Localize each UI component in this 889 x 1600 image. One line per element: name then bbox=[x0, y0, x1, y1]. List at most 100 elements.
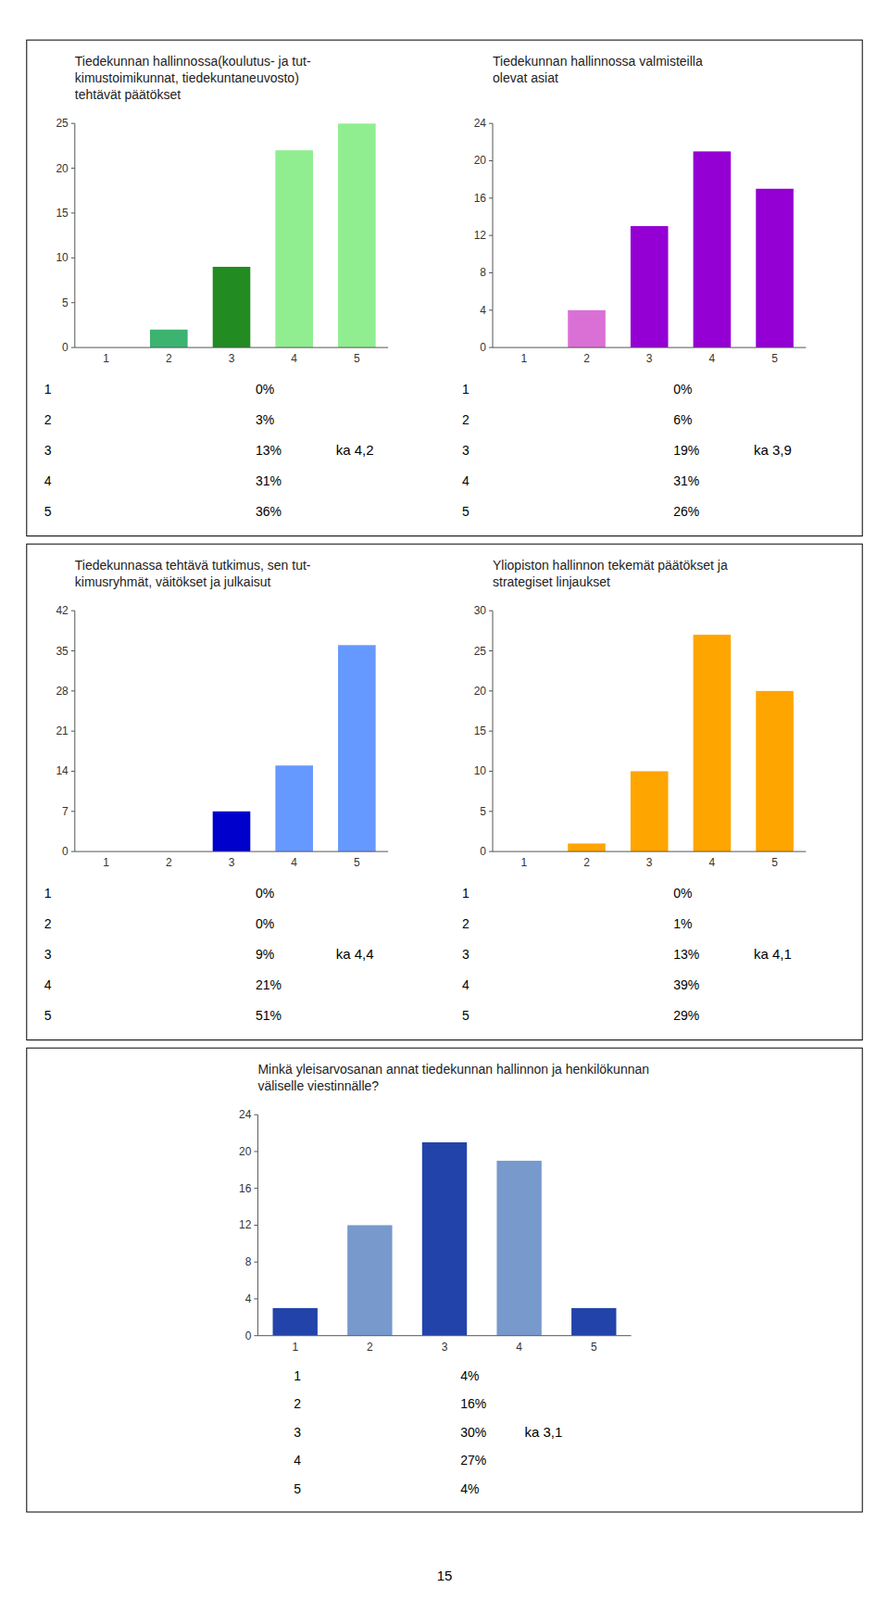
x-tick-label: 5 bbox=[353, 351, 361, 365]
x-tick-label: 1 bbox=[102, 351, 110, 365]
y-tick bbox=[488, 851, 493, 852]
row-percentage: 31% bbox=[673, 473, 700, 489]
row-label: 1 bbox=[462, 885, 470, 901]
row-percentage: 30% bbox=[460, 1424, 487, 1440]
row-label: 4 bbox=[293, 1452, 301, 1467]
bar bbox=[567, 310, 606, 348]
x-tick-label: 5 bbox=[590, 1339, 598, 1353]
y-tick-label: 4 bbox=[245, 1291, 252, 1305]
y-tick-label: 16 bbox=[474, 191, 488, 205]
section-border bbox=[26, 1047, 863, 1512]
chart: Tiedekunnassa tehtävä tutkimus, sen tut-… bbox=[44, 557, 389, 1023]
mean-annotation: ka 4,1 bbox=[753, 945, 792, 962]
bar bbox=[212, 811, 251, 852]
y-tick-label: 4 bbox=[479, 303, 487, 317]
mean-annotation: ka 4,4 bbox=[336, 945, 375, 962]
row-percentage: 4% bbox=[460, 1367, 479, 1383]
row-label: 3 bbox=[44, 442, 52, 458]
chart-title: Tiedekunnan hallinnossa valmisteillaolev… bbox=[492, 53, 703, 86]
bar bbox=[275, 764, 314, 852]
y-tick-label: 15 bbox=[55, 206, 69, 220]
page-number: 15 bbox=[437, 1566, 453, 1583]
row-label: 2 bbox=[44, 915, 52, 931]
row-percentage: 27% bbox=[460, 1452, 487, 1467]
y-tick bbox=[488, 160, 493, 162]
row-percentage: 0% bbox=[255, 915, 275, 931]
bars bbox=[150, 123, 376, 348]
y-tick bbox=[488, 235, 493, 237]
chart-title: Yliopiston hallinnon tekemät päätökset j… bbox=[492, 557, 728, 589]
y-tick bbox=[71, 610, 76, 612]
bar bbox=[630, 770, 669, 852]
y-tick bbox=[71, 689, 76, 691]
row-percentage: 31% bbox=[255, 473, 282, 489]
x-tick-label: 1 bbox=[520, 351, 527, 365]
y-tick bbox=[253, 1224, 258, 1226]
bar bbox=[212, 266, 251, 348]
y-tick bbox=[253, 1261, 258, 1263]
row-percentage: 13% bbox=[673, 946, 700, 962]
y-tick-label: 35 bbox=[55, 644, 69, 658]
row-percentage: 19% bbox=[673, 442, 700, 458]
row-label: 2 bbox=[462, 915, 470, 931]
x-axis-line bbox=[75, 851, 389, 852]
row-label: 4 bbox=[462, 976, 470, 992]
y-tick bbox=[71, 810, 76, 812]
x-axis-line bbox=[492, 347, 806, 349]
y-tick-label: 20 bbox=[474, 153, 488, 167]
y-tick-label: 10 bbox=[474, 763, 488, 777]
y-tick bbox=[253, 1334, 258, 1336]
y-tick-label: 42 bbox=[55, 603, 69, 617]
y-tick bbox=[71, 301, 76, 303]
x-tick-label: 2 bbox=[583, 351, 590, 365]
y-tick-label: 15 bbox=[474, 724, 488, 738]
x-tick-label: 3 bbox=[228, 855, 236, 869]
row-label: 1 bbox=[293, 1367, 301, 1383]
mean-annotation: ka 4,2 bbox=[336, 441, 375, 458]
y-tick-label: 0 bbox=[62, 340, 69, 354]
title-line: Tiedekunnassa tehtävä tutkimus, sen tut- bbox=[75, 557, 312, 573]
x-tick-label: 1 bbox=[291, 1339, 299, 1353]
title-line: strategiset linjaukset bbox=[492, 574, 611, 589]
x-tick-label: 5 bbox=[353, 855, 361, 869]
y-tick bbox=[71, 123, 76, 125]
title-line: Minkä yleisarvosanan annat tiedekunnan h… bbox=[257, 1061, 650, 1077]
y-tick-label: 5 bbox=[62, 296, 69, 310]
row-label: 1 bbox=[44, 885, 52, 901]
y-tick bbox=[253, 1297, 258, 1299]
page: Tiedekunnan hallinnossa(koulutus- ja tut… bbox=[0, 0, 889, 1600]
row-label: 5 bbox=[462, 1007, 470, 1023]
y-tick bbox=[488, 730, 493, 732]
bar bbox=[496, 1160, 541, 1336]
row-percentage: 0% bbox=[673, 885, 692, 901]
row-percentage: 51% bbox=[255, 1007, 282, 1023]
x-tick-label: 3 bbox=[441, 1339, 449, 1353]
y-tick bbox=[71, 770, 76, 772]
row-percentage: 29% bbox=[673, 1007, 700, 1023]
y-tick bbox=[71, 730, 76, 732]
y-tick-label: 25 bbox=[55, 116, 69, 130]
bar bbox=[422, 1141, 467, 1336]
y-tick bbox=[71, 347, 76, 349]
y-tick bbox=[71, 851, 76, 852]
bar bbox=[571, 1307, 616, 1336]
y-tick bbox=[488, 197, 493, 199]
bars bbox=[273, 1141, 617, 1336]
row-label: 2 bbox=[293, 1395, 301, 1411]
y-axis-line bbox=[74, 123, 76, 348]
y-tick-label: 25 bbox=[474, 644, 488, 658]
row-label: 3 bbox=[462, 442, 470, 458]
x-tick-label: 1 bbox=[102, 855, 110, 869]
mean-annotation: ka 3,9 bbox=[753, 441, 792, 458]
row-percentage: 13% bbox=[255, 442, 282, 458]
row-label: 5 bbox=[462, 503, 470, 519]
y-tick-label: 20 bbox=[474, 684, 488, 698]
title-line: kimusryhmät, väitökset ja julkaisut bbox=[75, 574, 272, 589]
row-percentage: 21% bbox=[255, 976, 282, 992]
bar bbox=[338, 644, 376, 852]
chart-title: Minkä yleisarvosanan annat tiedekunnan h… bbox=[257, 1061, 650, 1093]
bar bbox=[567, 842, 606, 852]
y-tick-label: 0 bbox=[479, 340, 487, 354]
row-percentage: 4% bbox=[460, 1480, 479, 1496]
mean-annotation: ka 3,1 bbox=[524, 1423, 563, 1440]
